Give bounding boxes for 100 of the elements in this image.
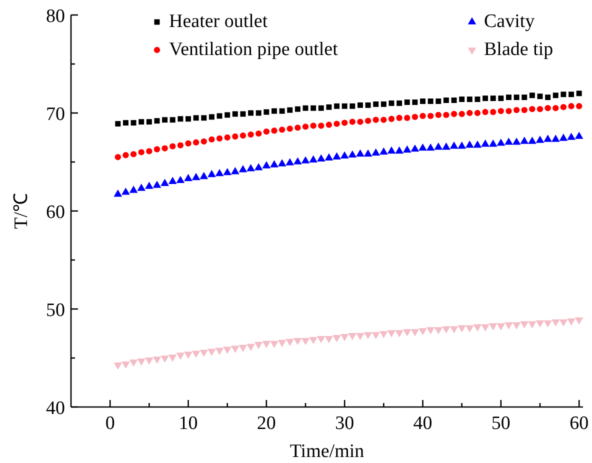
point bbox=[481, 140, 490, 147]
point bbox=[434, 327, 443, 334]
x-tick-label: 10 bbox=[178, 413, 198, 434]
point bbox=[240, 132, 246, 139]
point bbox=[410, 144, 420, 152]
point bbox=[160, 356, 169, 363]
point bbox=[426, 327, 435, 334]
point bbox=[504, 322, 513, 330]
point bbox=[193, 115, 199, 121]
point bbox=[263, 128, 270, 135]
point bbox=[474, 96, 480, 102]
point bbox=[238, 344, 248, 352]
point bbox=[474, 110, 481, 116]
x-tick-label: 50 bbox=[491, 413, 510, 434]
point bbox=[216, 113, 222, 119]
point bbox=[301, 338, 310, 346]
point bbox=[208, 170, 216, 178]
point bbox=[466, 96, 472, 102]
point bbox=[404, 99, 410, 105]
point bbox=[522, 94, 528, 100]
point bbox=[216, 135, 223, 142]
point bbox=[200, 350, 208, 357]
point bbox=[326, 122, 332, 128]
point bbox=[160, 178, 169, 186]
point bbox=[256, 130, 262, 137]
point bbox=[482, 96, 488, 102]
point bbox=[364, 332, 372, 340]
point bbox=[122, 188, 130, 195]
point bbox=[200, 138, 207, 145]
point bbox=[230, 166, 240, 174]
point bbox=[122, 120, 128, 126]
y-tick-label: 70 bbox=[46, 104, 65, 125]
point bbox=[496, 138, 506, 146]
point bbox=[137, 184, 146, 191]
point bbox=[465, 140, 474, 148]
point bbox=[168, 354, 177, 362]
point bbox=[122, 361, 130, 369]
point bbox=[418, 143, 427, 151]
point bbox=[559, 319, 568, 327]
y-tick-label: 40 bbox=[46, 398, 65, 419]
point bbox=[574, 317, 584, 325]
point bbox=[294, 157, 302, 164]
point bbox=[420, 98, 426, 104]
point bbox=[506, 108, 512, 114]
point bbox=[254, 163, 263, 170]
point bbox=[208, 136, 215, 143]
point bbox=[442, 142, 450, 150]
point bbox=[332, 152, 341, 160]
point bbox=[528, 136, 536, 144]
y-tick-label: 80 bbox=[46, 6, 65, 27]
point bbox=[488, 323, 498, 330]
point bbox=[340, 151, 349, 159]
point bbox=[287, 107, 293, 113]
point bbox=[428, 98, 434, 104]
point bbox=[254, 342, 263, 350]
point bbox=[115, 121, 121, 127]
point bbox=[490, 108, 496, 116]
point bbox=[465, 325, 474, 332]
point bbox=[309, 336, 318, 344]
x-tick-label: 30 bbox=[335, 413, 354, 434]
point bbox=[192, 139, 200, 146]
point bbox=[552, 105, 559, 112]
point bbox=[498, 96, 504, 102]
point bbox=[256, 110, 262, 116]
point bbox=[342, 103, 348, 109]
point bbox=[544, 320, 552, 328]
point bbox=[481, 324, 490, 332]
point bbox=[177, 142, 184, 148]
point bbox=[138, 119, 144, 125]
y-tick-label: 50 bbox=[46, 300, 65, 321]
point bbox=[473, 140, 482, 148]
point bbox=[223, 346, 232, 354]
point bbox=[372, 332, 380, 340]
point bbox=[130, 120, 136, 126]
x-axis-title: Time/min bbox=[290, 441, 365, 462]
point bbox=[192, 350, 200, 358]
point bbox=[271, 128, 278, 134]
point bbox=[387, 330, 396, 338]
point bbox=[388, 100, 394, 106]
point bbox=[364, 118, 372, 124]
point bbox=[316, 154, 326, 162]
point bbox=[162, 117, 168, 123]
point bbox=[162, 145, 168, 152]
point bbox=[473, 324, 482, 332]
point bbox=[552, 92, 558, 98]
point bbox=[184, 174, 192, 182]
point bbox=[348, 333, 357, 340]
point bbox=[372, 148, 380, 156]
point bbox=[574, 132, 584, 139]
point bbox=[294, 124, 301, 131]
x-tick-label: 60 bbox=[570, 413, 589, 434]
point bbox=[560, 92, 566, 98]
point bbox=[146, 119, 152, 125]
point bbox=[436, 98, 442, 104]
point bbox=[513, 106, 520, 114]
point bbox=[310, 122, 316, 129]
point bbox=[348, 150, 357, 158]
point bbox=[496, 323, 506, 330]
point bbox=[145, 182, 154, 189]
point bbox=[450, 110, 458, 118]
